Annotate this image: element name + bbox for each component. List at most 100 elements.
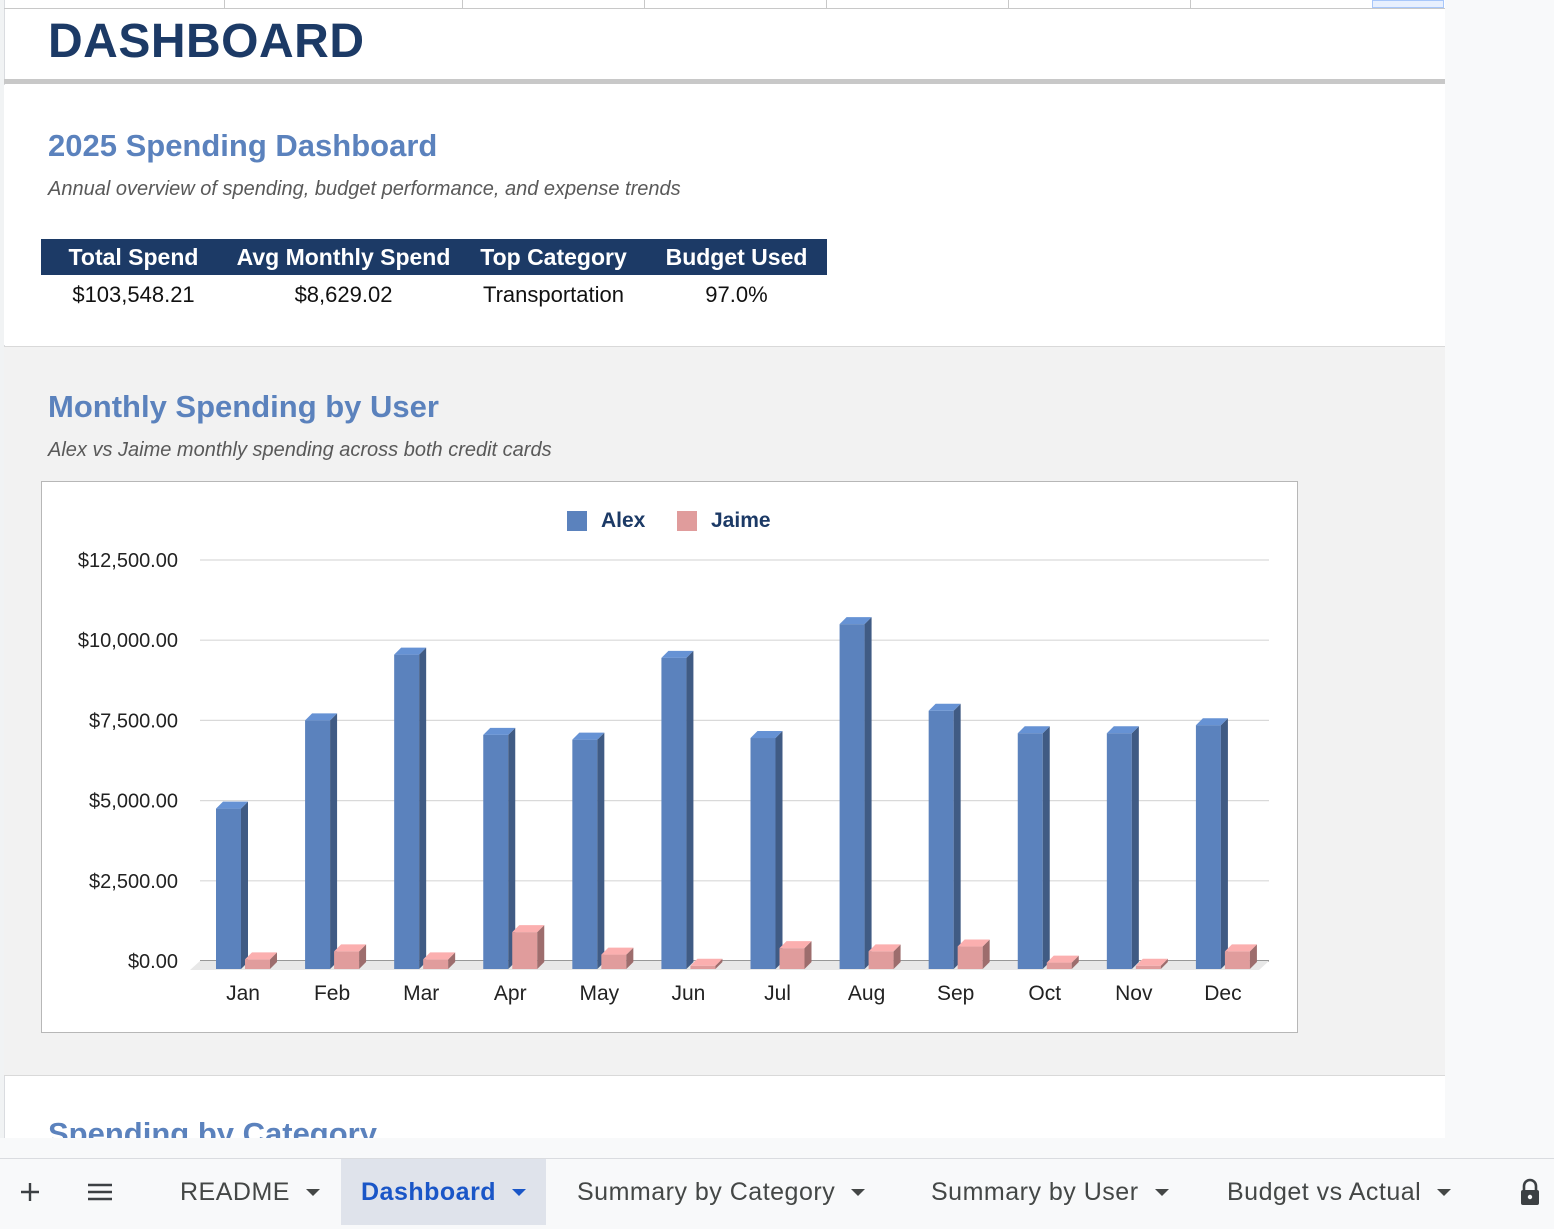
legend-swatch: [677, 511, 697, 531]
legend-label: Jaime: [711, 509, 771, 532]
bar-jaime-oct: [1046, 962, 1072, 969]
bar-top: [601, 947, 634, 955]
bar-alex-jun: [661, 657, 687, 969]
x-tick-label: Aug: [848, 982, 885, 1005]
bar-side: [241, 801, 248, 969]
tab-label: Summary by User: [931, 1177, 1139, 1206]
bar-top: [423, 952, 456, 960]
tab-label: Summary by Category: [577, 1177, 836, 1206]
y-tick-label: $7,500.00: [89, 710, 178, 732]
bar-side: [270, 952, 277, 969]
bar-top: [1135, 958, 1168, 966]
bar-top: [750, 731, 783, 739]
bar-top: [334, 944, 367, 952]
bar-top: [690, 958, 723, 966]
bar-top: [305, 713, 338, 721]
bar-jaime-nov: [1135, 965, 1161, 969]
monthly-spending-chart[interactable]: $0.00 $2,500.00 $5,000.00 $7,500.00 $10,000.…: [41, 481, 1298, 1033]
kpi-header-budget-used: Budget Used: [665, 243, 808, 270]
bar-side: [775, 731, 783, 969]
lock-icon: [1521, 1178, 1539, 1205]
bar-alex-aug: [839, 624, 865, 969]
y-tick-label: $10,000.00: [78, 630, 178, 652]
selected-cell[interactable]: [1372, 0, 1444, 8]
tab-readme[interactable]: README: [160, 1159, 340, 1225]
bar-top: [957, 939, 990, 947]
bar-top: [1106, 726, 1139, 734]
kpi-value-avg-monthly[interactable]: $8,629.02: [294, 282, 393, 307]
protected-sheet-button[interactable]: [1518, 1159, 1542, 1225]
kpi-value-top-category[interactable]: Transportation: [482, 282, 625, 307]
chevron-down-icon[interactable]: [1437, 1188, 1452, 1196]
category-heading: Spending by Category: [48, 1116, 377, 1138]
bar-side: [953, 703, 961, 969]
bar-alex-dec: [1195, 725, 1221, 969]
bar-jaime-jul: [779, 948, 805, 969]
bar-top: [1046, 955, 1079, 963]
bar-side: [804, 941, 812, 969]
bar-top: [245, 952, 277, 960]
bar-alex-nov: [1106, 733, 1132, 969]
tab-dashboard[interactable]: Dashboard: [341, 1159, 547, 1225]
tab-summary-by-user[interactable]: Summary by User: [911, 1159, 1189, 1225]
dashboard-title: DASHBOARD: [48, 15, 365, 68]
top-row-cells: [4, 0, 1445, 9]
bar-side: [1220, 718, 1228, 969]
kpi-value-total-spend[interactable]: $103,548.21: [72, 282, 195, 307]
bar-top: [216, 801, 248, 809]
spreadsheet-grid[interactable]: DASHBOARD 2025 Spending Dashboard Annual…: [0, 0, 1445, 1138]
tab-label: Dashboard: [361, 1177, 497, 1206]
add-sheet-button[interactable]: [18, 1159, 42, 1225]
bar-top: [394, 647, 427, 655]
bar-top: [1017, 726, 1050, 734]
legend-swatch: [567, 511, 587, 531]
kpi-header-avg-monthly: Avg Monthly Spend: [236, 243, 451, 270]
bar-top: [572, 732, 605, 740]
y-tick-label: $12,500.00: [78, 550, 178, 572]
bar-jaime-apr: [512, 932, 538, 969]
menu-icon: [88, 1183, 112, 1201]
kpi-value-budget-used[interactable]: 97.0%: [705, 282, 768, 307]
x-tick-label: Apr: [494, 982, 527, 1005]
all-sheets-button[interactable]: [86, 1159, 114, 1225]
bar-jaime-sep: [957, 946, 983, 969]
kpi-header-total-spend: Total Spend: [68, 243, 199, 270]
bar-top: [1224, 944, 1257, 952]
chevron-down-icon[interactable]: [1154, 1188, 1169, 1196]
x-tick-label: Jun: [671, 982, 705, 1005]
sheet-tab-bar: README Dashboard Summary by Category Sum…: [0, 1158, 1554, 1229]
chart-svg: $0.00 $2,500.00 $5,000.00 $7,500.00 $10,000.…: [78, 509, 1269, 1005]
bar-side: [597, 732, 605, 969]
bar-side: [1071, 955, 1079, 969]
x-tick-label: Sep: [937, 982, 974, 1005]
y-tick-label: $2,500.00: [89, 871, 178, 893]
x-tick-label: Jul: [764, 982, 791, 1005]
tab-label: README: [180, 1177, 290, 1206]
chevron-down-icon[interactable]: [512, 1188, 527, 1196]
tab-budget-vs-actual[interactable]: Budget vs Actual: [1207, 1159, 1471, 1225]
bar-alex-feb: [305, 720, 331, 969]
bar-top: [779, 941, 812, 949]
x-tick-label: Feb: [314, 982, 350, 1005]
bar-jaime-feb: [334, 951, 360, 969]
bar-jaime-jun: [690, 965, 716, 969]
x-tick-label: Jan: [226, 982, 260, 1005]
bar-side: [1042, 726, 1050, 969]
bar-side: [1249, 944, 1257, 969]
chevron-down-icon[interactable]: [305, 1188, 320, 1196]
x-tick-label: Dec: [1204, 982, 1241, 1005]
bar-side: [508, 727, 516, 969]
bar-alex-sep: [928, 710, 954, 969]
bar-jaime-aug: [868, 951, 894, 969]
kpi-value-row: $103,548.21 $8,629.02 Transportation 97.…: [41, 275, 827, 315]
bar-side: [1160, 958, 1168, 969]
chevron-down-icon[interactable]: [851, 1188, 866, 1196]
kpi-header-top-category: Top Category: [480, 243, 627, 270]
y-tick-label: $5,000.00: [89, 791, 178, 813]
legend-label: Alex: [601, 509, 646, 532]
x-tick-label: Mar: [403, 982, 439, 1005]
bar-top: [839, 617, 872, 625]
bar-top: [1195, 718, 1228, 726]
bar-alex-mar: [394, 654, 420, 969]
tab-summary-by-category[interactable]: Summary by Category: [557, 1159, 885, 1225]
